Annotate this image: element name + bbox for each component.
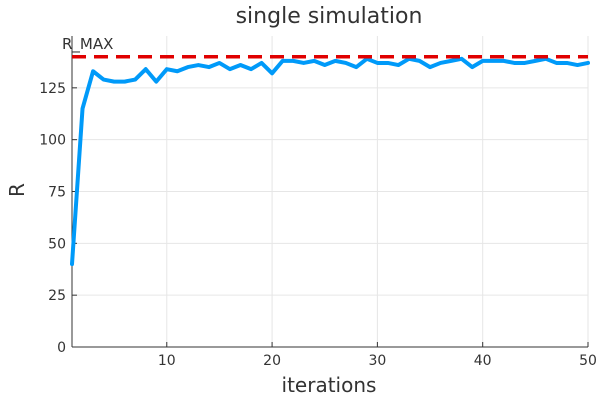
grid-lines (72, 36, 589, 348)
x-tick-label: 30 (368, 353, 386, 369)
y-tick-label: 0 (57, 340, 66, 356)
y-tick-label: 25 (48, 288, 66, 304)
x-tick-label: 20 (263, 353, 281, 369)
y-tick-label: 75 (48, 185, 66, 201)
y-tick-label: 50 (48, 236, 66, 252)
series-line (70, 56, 590, 267)
y-tick-label: 125 (39, 81, 66, 97)
ticks: 10 20 30 40 50 0 25 50 75 100 125 (39, 81, 597, 369)
r-max-annotation: R_MAX (62, 35, 113, 54)
chart-title: single simulation (236, 4, 423, 29)
x-tick-label: 50 (579, 353, 597, 369)
x-axis-label: iterations (282, 373, 377, 397)
x-tick-label: 40 (474, 353, 492, 369)
y-axis-label: R (5, 183, 29, 197)
y-tick-label: 100 (39, 133, 66, 149)
series-layer (70, 56, 590, 267)
x-tick-label: 10 (158, 353, 176, 369)
